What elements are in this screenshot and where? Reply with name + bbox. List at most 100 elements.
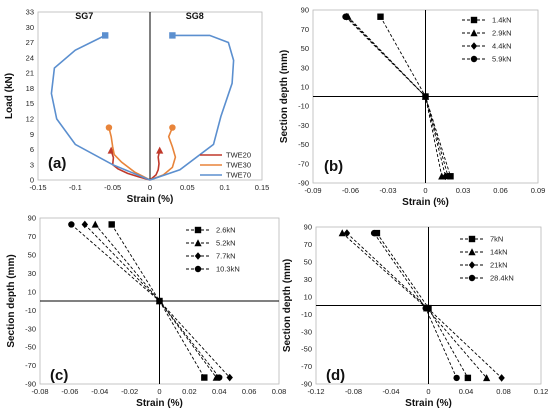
y-tick-label: 12 xyxy=(26,115,34,124)
x-tick-label: 0.08 xyxy=(496,387,511,396)
panel-label: (c) xyxy=(50,367,68,384)
legend-label: 14kN xyxy=(490,248,508,257)
y-tick-label: 30 xyxy=(301,63,309,72)
data-point-5.9kN xyxy=(444,173,452,180)
y-tick-label: -10 xyxy=(301,310,312,319)
chart-panel-3: 90 70 50 30 10 -10 -30 -50 -70 -90-0.08 -0.06 -0.04… xyxy=(6,214,286,409)
x-tick-label: 0.02 xyxy=(182,387,197,396)
y-tick-label: 6 xyxy=(30,145,34,154)
chart-panel-2: 90 70 50 30 10 -10 -30 -50 -70 -90-0.09 -0.06 -0.03… xyxy=(279,6,545,208)
series-line-TWE70 xyxy=(50,34,151,181)
series-end-marker-TWE30 xyxy=(169,124,176,131)
series-end-marker-TWE70 xyxy=(102,32,109,39)
data-point-7.7kN xyxy=(81,220,89,229)
data-point-28.4kN xyxy=(370,229,378,237)
x-tick-label: 0.09 xyxy=(531,186,546,195)
x-tick-label: -0.12 xyxy=(307,387,324,396)
y-tick-label: 0 xyxy=(30,176,34,185)
x-axis-title: Strain (%) xyxy=(402,197,449,208)
data-point-28.4kN xyxy=(422,304,429,312)
legend-marker xyxy=(470,29,478,37)
legend-label: 5.9kN xyxy=(492,55,512,64)
legend-label: TWE70 xyxy=(226,171,251,180)
annotation-sg8: SG8 xyxy=(186,11,204,21)
data-point-2.6kN xyxy=(201,374,208,381)
x-tick-label: 0.12 xyxy=(534,387,549,396)
x-axis-title: Strain (%) xyxy=(136,398,183,409)
y-tick-label: -70 xyxy=(298,159,309,168)
x-tick-label: 0 xyxy=(423,186,427,195)
y-tick-label: -50 xyxy=(298,140,309,149)
x-tick-label: 0.04 xyxy=(459,387,474,396)
panel-label: (a) xyxy=(48,155,66,172)
x-tick-label: 0.1 xyxy=(219,183,229,192)
x-tick-label: -0.08 xyxy=(345,387,362,396)
legend-label: 10.3kN xyxy=(216,265,240,274)
series-line-TWE20 xyxy=(110,150,151,181)
y-tick-label: 50 xyxy=(304,257,312,266)
data-point-21kN xyxy=(498,374,505,382)
y-tick-label: 90 xyxy=(304,223,312,232)
y-tick-label: 70 xyxy=(301,25,309,34)
y-tick-label: -70 xyxy=(301,362,312,371)
data-point-10.3kN xyxy=(216,374,223,381)
legend-label: TWE30 xyxy=(226,161,251,170)
legend-marker xyxy=(468,248,476,256)
y-tick-label: 9 xyxy=(30,130,34,139)
y-tick-label: 50 xyxy=(301,44,309,53)
panel-label: (b) xyxy=(324,158,343,175)
y-tick-label: -30 xyxy=(301,327,312,336)
y-tick-label: 90 xyxy=(28,214,36,223)
x-tick-label: -0.08 xyxy=(31,387,48,396)
legend-label: 7kN xyxy=(490,235,503,244)
x-tick-label: -0.15 xyxy=(29,183,46,192)
y-tick-label: -30 xyxy=(25,324,36,333)
data-point-14kN xyxy=(483,374,491,382)
data-point-14kN xyxy=(338,229,346,237)
data-point-7kN xyxy=(464,374,472,382)
x-tick-label: -0.09 xyxy=(304,186,321,195)
y-tick-label: -70 xyxy=(25,361,36,370)
chart-panel-1: 0 3 6 9 12 15 18 21 24 27 30 33 -0.15 -0.1 -0.05 0 0.05 0… xyxy=(4,8,269,205)
legend-label: 1.4kN xyxy=(492,16,512,25)
x-tick-label: -0.1 xyxy=(69,183,82,192)
legend-marker xyxy=(470,16,478,24)
legend-label: 2.6kN xyxy=(216,226,236,235)
y-tick-label: -90 xyxy=(25,380,36,389)
y-tick-label: -50 xyxy=(25,343,36,352)
y-tick-label: -90 xyxy=(301,380,312,389)
series-line-TWE70 xyxy=(149,34,235,181)
y-tick-label: 70 xyxy=(28,232,36,241)
data-point-5.2kN xyxy=(91,220,99,228)
data-point-5.9kN xyxy=(342,13,349,20)
legend-marker xyxy=(470,42,478,50)
data-point-10.3kN xyxy=(68,221,75,228)
x-tick-label: -0.04 xyxy=(91,387,108,396)
y-tick-label: 10 xyxy=(28,287,36,296)
x-tick-label: 0 xyxy=(157,387,161,396)
legend-label: 28.4kN xyxy=(490,274,514,283)
y-tick-label: 30 xyxy=(304,275,312,284)
series-end-marker-TWE20 xyxy=(156,146,164,154)
x-tick-label: 0.05 xyxy=(180,183,195,192)
y-tick-label: 30 xyxy=(26,23,34,32)
x-tick-label: 0.06 xyxy=(493,186,508,195)
y-tick-label: 70 xyxy=(304,240,312,249)
series-end-marker-TWE30 xyxy=(105,124,113,131)
x-tick-label: -0.06 xyxy=(342,186,359,195)
y-tick-label: 90 xyxy=(301,6,309,15)
y-axis-title: Load (kN) xyxy=(4,73,15,119)
legend-marker xyxy=(194,265,202,273)
x-axis-title: Strain (%) xyxy=(405,398,452,409)
y-tick-label: -90 xyxy=(298,179,309,188)
data-point-7.7kN xyxy=(226,373,233,382)
data-point-21kN xyxy=(343,229,351,237)
legend-label: 5.2kN xyxy=(216,239,236,248)
legend-marker xyxy=(468,261,476,269)
legend-marker xyxy=(468,274,476,282)
legend-marker xyxy=(468,235,476,243)
x-tick-label: -0.05 xyxy=(104,183,121,192)
x-tick-label: 0.04 xyxy=(212,387,227,396)
x-tick-label: 0 xyxy=(148,183,152,192)
x-tick-label: -0.03 xyxy=(379,186,396,195)
